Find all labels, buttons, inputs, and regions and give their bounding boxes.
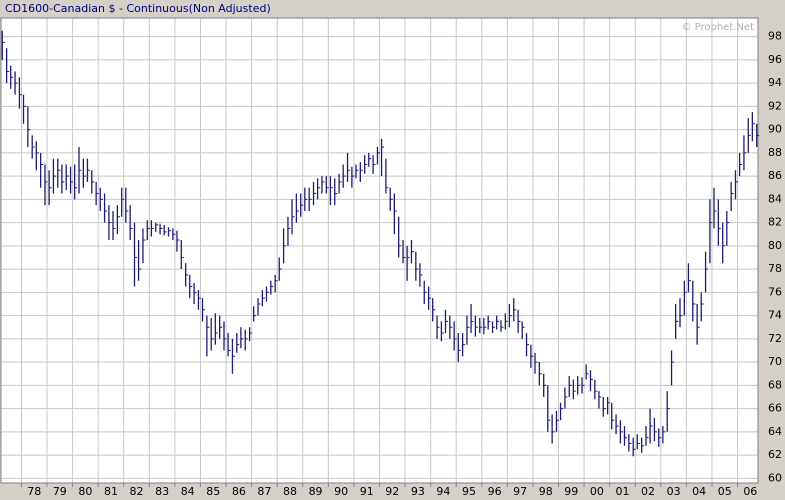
x-tick-label: 92 [385,485,399,498]
x-tick-label: 80 [78,485,92,498]
plot-border [0,17,759,484]
x-tick-label: 79 [53,485,67,498]
x-tick-label: 97 [513,485,527,498]
y-tick-label: 66 [768,402,782,415]
x-tick-label: 00 [590,485,604,498]
x-tick-label: 85 [206,485,220,498]
x-tick-label: 93 [411,485,425,498]
y-tick-label: 86 [768,169,782,182]
x-tick-label: 90 [334,485,348,498]
y-tick-label: 60 [768,471,782,484]
x-tick-label: 81 [104,485,118,498]
x-tick-label: 91 [360,485,374,498]
x-tick-label: 03 [667,485,681,498]
x-tick-label: 94 [436,485,450,498]
y-tick-label: 92 [768,99,782,112]
x-tick-label: 87 [257,485,271,498]
x-tick-label: 02 [641,485,655,498]
y-tick-label: 70 [768,355,782,368]
x-tick-label: 06 [743,485,757,498]
x-tick-label: 89 [309,485,323,498]
y-tick-label: 62 [768,448,782,461]
y-tick-label: 72 [768,332,782,345]
y-tick-label: 96 [768,53,782,66]
y-tick-label: 88 [768,146,782,159]
y-tick-label: 94 [768,76,782,89]
x-tick-label: 86 [232,485,246,498]
y-tick-label: 90 [768,123,782,136]
y-tick-label: 82 [768,216,782,229]
y-tick-label: 78 [768,262,782,275]
y-tick-label: 98 [768,30,782,43]
y-tick-label: 76 [768,285,782,298]
x-tick-label: 04 [692,485,706,498]
x-tick-label: 83 [155,485,169,498]
x-tick-label: 98 [539,485,553,498]
y-tick-label: 84 [768,192,782,205]
y-tick-label: 74 [768,309,782,322]
x-tick-label: 05 [718,485,732,498]
x-tick-label: 88 [283,485,297,498]
y-tick-label: 68 [768,378,782,391]
x-tick-label: 96 [488,485,502,498]
x-tick-label: 84 [181,485,195,498]
watermark: © Prophet.Net [681,22,754,33]
chart-title: CD1600-Canadian $ - Continuous(Non Adjus… [5,2,271,15]
x-tick-label: 78 [27,485,41,498]
x-tick-label: 01 [615,485,629,498]
x-tick-label: 82 [130,485,144,498]
y-tick-label: 80 [768,239,782,252]
x-tick-label: 99 [564,485,578,498]
y-tick-label: 64 [768,425,782,438]
x-tick-label: 95 [462,485,476,498]
